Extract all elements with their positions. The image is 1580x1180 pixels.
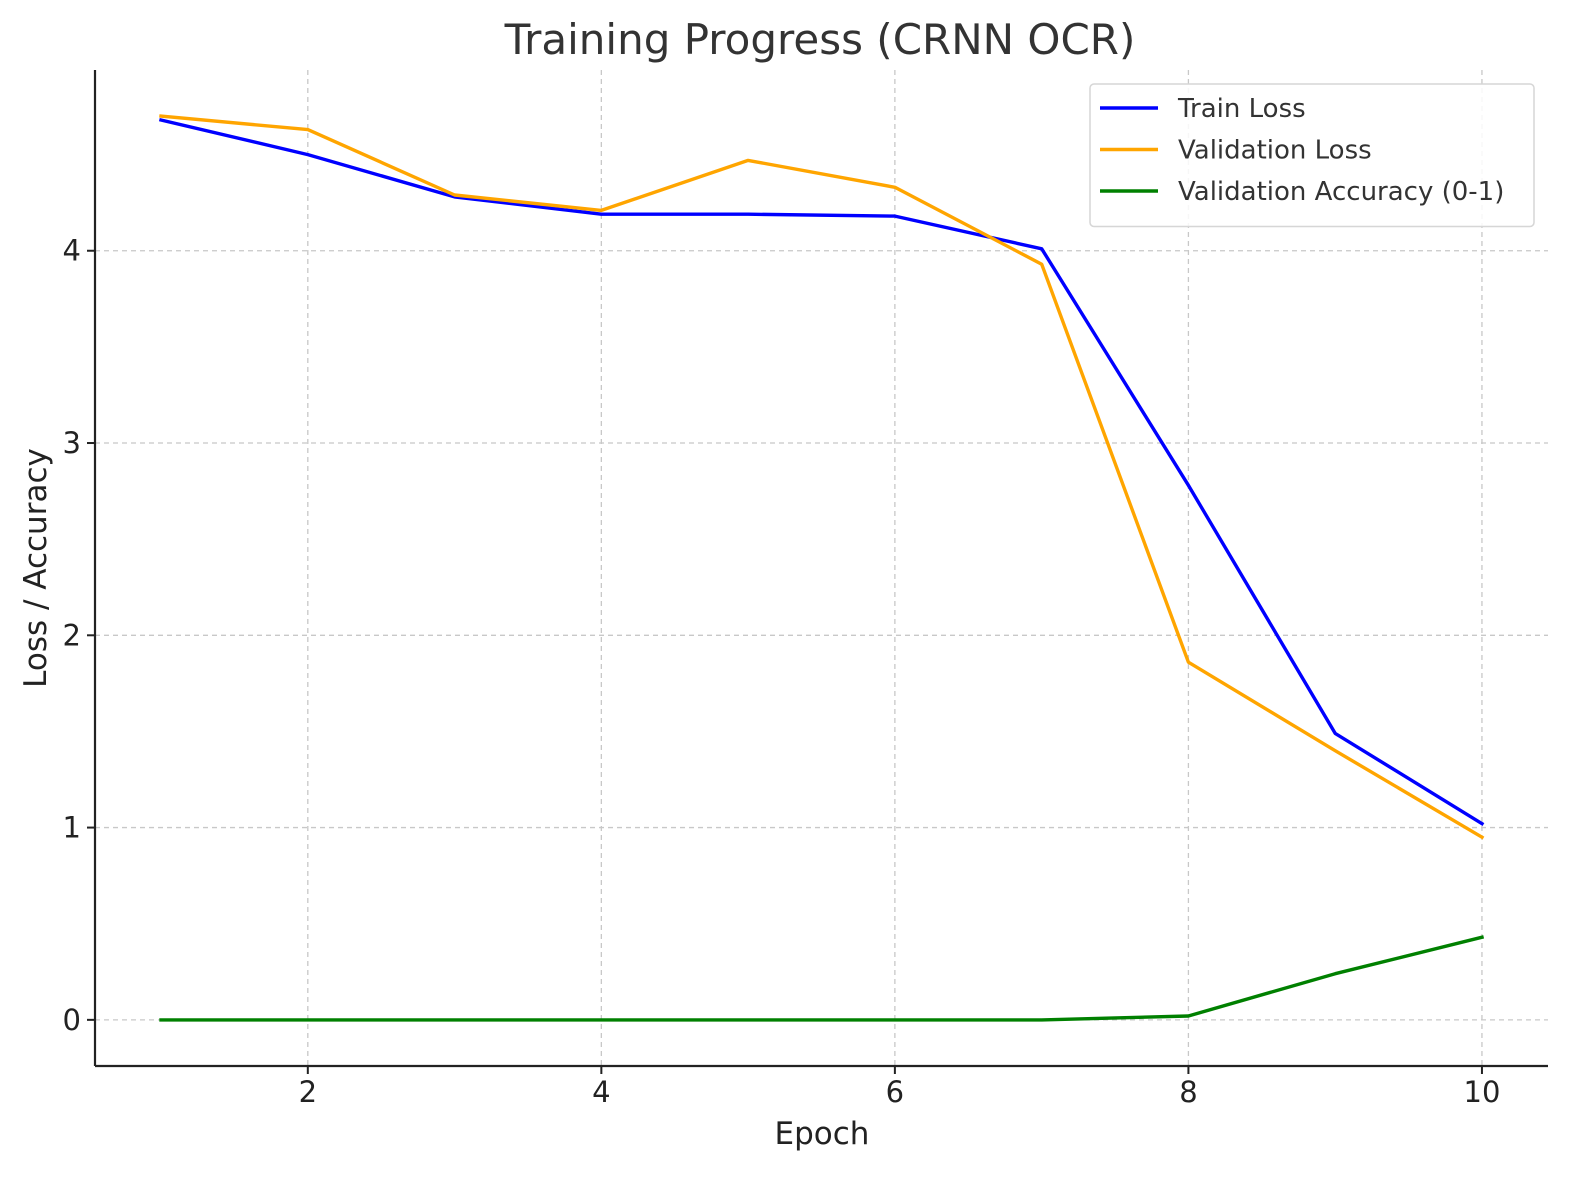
y-tick-label: 4 <box>63 234 81 268</box>
chart-title: Training Progress (CRNN OCR) <box>504 15 1136 64</box>
series-line-2 <box>159 935 1485 1022</box>
series-line-1 <box>159 114 1485 840</box>
x-tick-label: 2 <box>299 1075 317 1109</box>
y-tick-label: 1 <box>63 811 81 845</box>
x-tick-label: 4 <box>592 1075 610 1109</box>
legend-box <box>1089 83 1535 228</box>
legend-label-1: Validation Loss <box>1178 136 1372 166</box>
y-tick-label: 3 <box>63 426 81 460</box>
y-axis-label: Loss / Accuracy <box>18 448 54 688</box>
legend-label-2: Validation Accuracy (0-1) <box>1178 177 1504 207</box>
y-tick-label: 2 <box>63 618 81 652</box>
x-tick-label: 10 <box>1464 1075 1501 1109</box>
x-tick-label: 6 <box>886 1075 904 1109</box>
y-tick-label: 0 <box>63 1003 81 1037</box>
series-line-0 <box>158 117 1485 827</box>
series-lines <box>158 114 1485 1022</box>
legend-label-0: Train Loss <box>1177 94 1306 124</box>
grid <box>95 70 1548 1066</box>
x-tick-label: 8 <box>1179 1075 1197 1109</box>
axes: 2 4 6 8 10 0 1 2 3 4 <box>63 70 1548 1109</box>
x-axis-label: Epoch <box>775 1116 870 1152</box>
legend: Train Loss Validation Loss Validation Accu… <box>1089 83 1535 228</box>
